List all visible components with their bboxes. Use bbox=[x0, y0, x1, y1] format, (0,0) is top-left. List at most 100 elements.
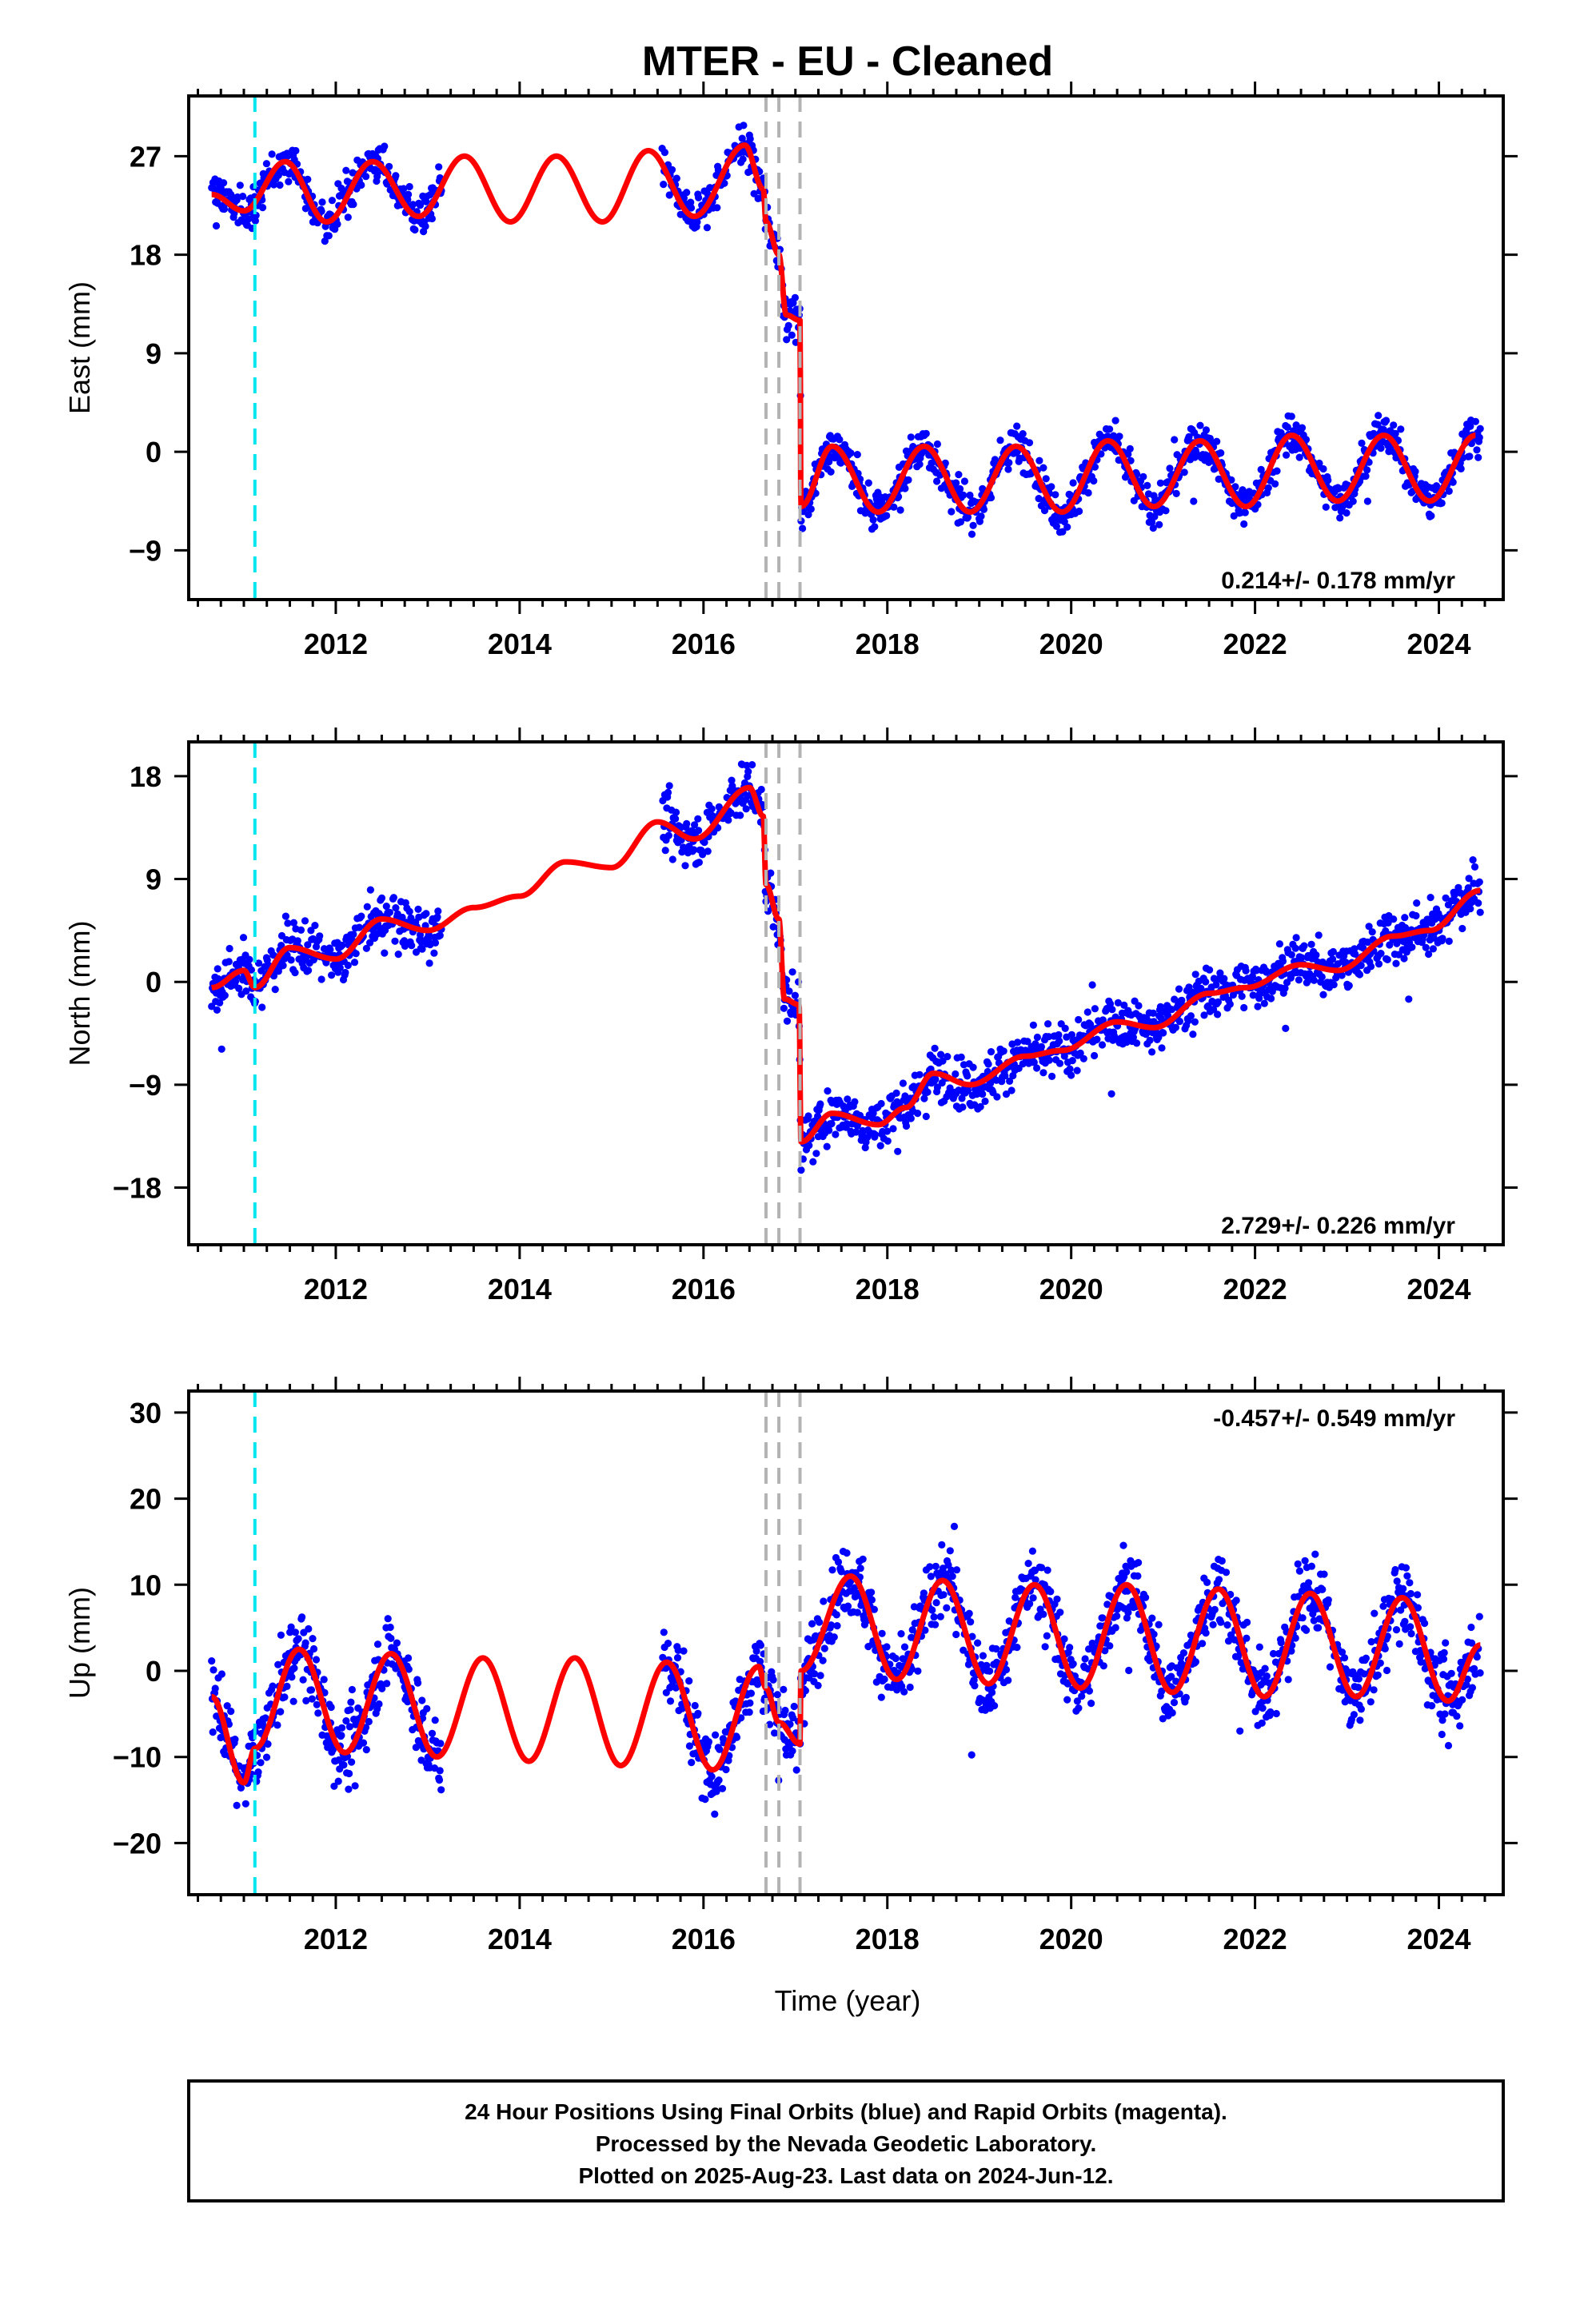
data-point bbox=[804, 511, 812, 519]
data-point bbox=[901, 484, 909, 492]
data-point bbox=[1191, 1658, 1199, 1666]
data-point bbox=[883, 1643, 891, 1651]
data-point bbox=[861, 1143, 869, 1152]
data-point bbox=[1045, 1056, 1053, 1064]
data-point bbox=[1456, 1722, 1464, 1730]
data-point bbox=[852, 1128, 860, 1136]
data-point bbox=[896, 506, 904, 514]
data-point bbox=[968, 530, 976, 538]
data-point bbox=[382, 903, 390, 911]
data-point bbox=[1401, 1617, 1409, 1625]
data-point bbox=[816, 1100, 824, 1108]
data-point bbox=[718, 1784, 727, 1792]
data-point bbox=[868, 1589, 876, 1597]
data-point bbox=[1406, 1579, 1414, 1587]
data-point bbox=[1318, 973, 1326, 981]
data-point bbox=[304, 941, 312, 949]
data-point bbox=[847, 449, 855, 457]
data-point bbox=[1298, 424, 1307, 432]
data-point bbox=[1063, 523, 1071, 531]
data-point bbox=[1284, 1676, 1292, 1684]
data-point bbox=[1025, 439, 1034, 447]
data-point bbox=[981, 1097, 989, 1106]
data-point bbox=[991, 456, 999, 464]
figure-title: MTER - EU - Cleaned bbox=[642, 38, 1053, 85]
data-point bbox=[418, 945, 426, 953]
data-point bbox=[693, 218, 701, 226]
data-point bbox=[1175, 1018, 1183, 1026]
data-point bbox=[1202, 426, 1211, 434]
data-point bbox=[836, 436, 844, 444]
data-point bbox=[1126, 444, 1134, 453]
data-point bbox=[1421, 1619, 1429, 1628]
x-tick-label: 2022 bbox=[1223, 1273, 1287, 1306]
data-point bbox=[767, 869, 775, 877]
data-point bbox=[1303, 1626, 1311, 1634]
data-point bbox=[257, 1759, 265, 1767]
data-point bbox=[1391, 429, 1399, 438]
data-point bbox=[808, 1620, 816, 1628]
data-point bbox=[999, 1047, 1007, 1055]
data-point bbox=[843, 1549, 851, 1557]
data-point bbox=[892, 1654, 900, 1663]
data-point bbox=[1139, 472, 1147, 480]
data-point bbox=[239, 934, 248, 942]
data-point bbox=[1263, 1672, 1271, 1680]
data-point bbox=[1471, 417, 1479, 425]
data-point bbox=[756, 1641, 765, 1649]
data-point bbox=[1467, 1623, 1475, 1632]
data-point bbox=[1175, 985, 1183, 993]
data-point bbox=[1242, 967, 1250, 975]
data-point bbox=[1142, 1593, 1150, 1601]
data-point bbox=[1236, 1727, 1244, 1735]
data-point bbox=[742, 805, 750, 813]
data-point bbox=[304, 175, 312, 183]
data-point bbox=[1395, 1640, 1403, 1648]
data-point bbox=[1412, 911, 1420, 920]
data-point bbox=[269, 1682, 277, 1690]
data-point bbox=[348, 1685, 356, 1694]
data-point bbox=[904, 476, 912, 484]
data-point bbox=[233, 1801, 241, 1809]
data-point bbox=[1088, 981, 1096, 989]
data-point bbox=[1406, 1589, 1414, 1598]
data-point bbox=[1259, 1704, 1267, 1712]
data-point bbox=[694, 815, 702, 823]
data-point bbox=[357, 912, 365, 920]
data-point bbox=[1476, 425, 1484, 433]
data-point bbox=[1055, 1059, 1064, 1067]
data-point bbox=[1042, 475, 1050, 483]
data-point bbox=[1013, 422, 1021, 430]
data-point bbox=[1470, 863, 1479, 871]
data-point bbox=[1035, 495, 1043, 503]
data-point bbox=[724, 816, 732, 824]
y-tick-label: 20 bbox=[130, 1483, 162, 1516]
data-point bbox=[936, 1612, 944, 1620]
y-tick-label: 18 bbox=[130, 760, 162, 793]
data-point bbox=[844, 1095, 852, 1103]
data-point bbox=[1453, 1712, 1461, 1720]
data-point bbox=[781, 1706, 789, 1715]
data-point bbox=[307, 1686, 316, 1694]
data-point bbox=[1381, 1644, 1389, 1652]
data-point bbox=[1029, 1021, 1037, 1029]
data-point bbox=[314, 1709, 322, 1717]
data-point bbox=[1143, 481, 1151, 490]
data-point bbox=[347, 1698, 355, 1706]
data-point bbox=[1151, 512, 1159, 520]
data-point bbox=[1135, 1559, 1143, 1567]
footer-line-2: Processed by the Nevada Geodetic Laborat… bbox=[596, 2131, 1097, 2156]
data-point bbox=[262, 1753, 271, 1761]
data-point bbox=[744, 767, 752, 775]
data-point bbox=[1171, 1023, 1179, 1031]
data-point bbox=[345, 1785, 353, 1793]
data-point bbox=[1099, 1662, 1107, 1670]
data-point bbox=[1111, 417, 1119, 425]
y-tick-label: −9 bbox=[129, 1069, 162, 1102]
data-point bbox=[385, 162, 393, 170]
data-point bbox=[373, 1640, 382, 1648]
data-point bbox=[1039, 464, 1047, 472]
data-point bbox=[239, 193, 247, 201]
data-point bbox=[279, 962, 287, 970]
data-point bbox=[247, 966, 255, 974]
